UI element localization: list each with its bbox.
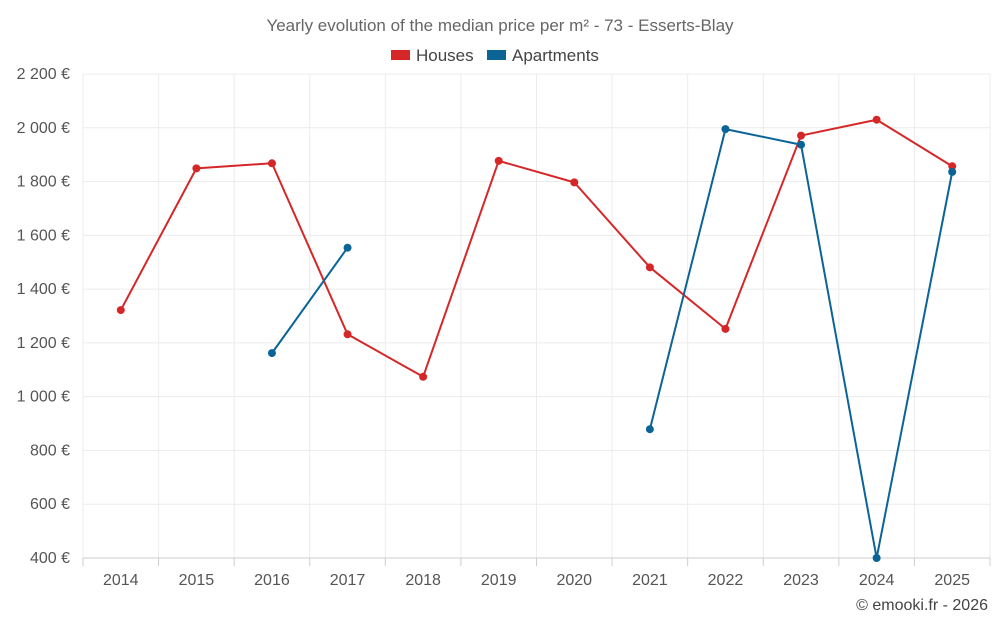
legend-item-houses[interactable]: Houses — [391, 46, 474, 65]
houses-line-segment — [875, 118, 954, 168]
houses-point-2020 — [570, 178, 579, 187]
houses-point-2016 — [267, 159, 276, 168]
legend-swatch-houses — [391, 50, 410, 60]
apartments-point-2017 — [343, 243, 352, 252]
legend-swatch-apartments — [487, 50, 506, 60]
x-tick-label: 2018 — [405, 572, 441, 589]
x-tick-label: 2016 — [254, 572, 290, 589]
houses-point-2015 — [192, 164, 201, 173]
houses-line-segment — [346, 333, 425, 378]
apartments-line-segment — [724, 128, 803, 146]
houses-line-segment — [724, 134, 803, 330]
houses-line-segment — [195, 162, 273, 170]
apartments-line-segment — [800, 143, 878, 559]
houses-point-2025 — [948, 162, 957, 171]
x-tick-label: 2021 — [632, 572, 668, 589]
x-tick-label: 2024 — [859, 572, 895, 589]
series-houses — [116, 115, 957, 381]
plot-area — [116, 115, 957, 562]
apartments-point-2023 — [797, 140, 806, 149]
legend-item-apartments[interactable]: Apartments — [487, 46, 599, 65]
y-tick-label: 600 € — [30, 496, 70, 513]
y-tick-label: 2 000 € — [17, 120, 70, 137]
axes: 400 € 600 € 800 € 1 000 € 1 200 € 1 400 € 1 60… — [17, 66, 991, 589]
apartments-point-2024 — [872, 554, 881, 562]
x-tick-label: 2017 — [330, 572, 366, 589]
y-tick-label: 1 400 € — [17, 281, 70, 298]
apartments-line-segment — [270, 246, 349, 355]
grid — [82, 73, 991, 558]
y-tick-label: 400 € — [30, 550, 70, 567]
y-tick-label: 2 200 € — [17, 66, 70, 83]
apartments-point-2022 — [721, 125, 730, 134]
apartments-point-2016 — [267, 349, 276, 358]
chart-title: Yearly evolution of the median price per… — [266, 16, 734, 35]
series-apartments — [267, 125, 957, 562]
houses-point-2018 — [419, 372, 428, 381]
houses-line-segment — [422, 159, 500, 378]
y-tick-label: 800 € — [30, 442, 70, 459]
apartments-line-segment — [875, 170, 954, 559]
houses-point-2022 — [721, 324, 730, 333]
y-tick-label: 1 800 € — [17, 174, 70, 191]
x-tick-label: 2023 — [783, 572, 819, 589]
y-tick-label: 1 200 € — [17, 335, 70, 352]
houses-line-segment — [648, 266, 727, 330]
houses-point-2017 — [343, 330, 352, 339]
legend: Houses Apartments — [391, 46, 599, 65]
legend-label-houses: Houses — [416, 46, 474, 65]
y-tick-label: 1 600 € — [17, 227, 70, 244]
houses-point-2024 — [872, 115, 881, 124]
houses-line-segment — [573, 181, 651, 269]
legend-label-apartments: Apartments — [512, 46, 599, 65]
x-tick-label: 2014 — [103, 572, 139, 589]
houses-line-segment — [497, 159, 576, 184]
y-tick-label: 1 000 € — [17, 389, 70, 406]
x-tick-label: 2020 — [556, 572, 592, 589]
houses-line-segment — [119, 167, 198, 312]
apartments-point-2025 — [948, 167, 957, 176]
x-tick-label: 2015 — [179, 572, 215, 589]
houses-point-2021 — [645, 263, 654, 272]
houses-point-2019 — [494, 156, 503, 165]
houses-point-2014 — [116, 306, 125, 315]
apartments-point-2021 — [645, 425, 654, 434]
x-tick-label: 2025 — [934, 572, 970, 589]
x-tick-label: 2022 — [708, 572, 744, 589]
houses-line-segment — [270, 162, 349, 336]
houses-line-segment — [800, 118, 878, 137]
credit: © emooki.fr - 2026 — [856, 597, 988, 614]
apartments-line-segment — [648, 128, 727, 431]
houses-point-2023 — [797, 131, 806, 140]
x-tick-label: 2019 — [481, 572, 517, 589]
